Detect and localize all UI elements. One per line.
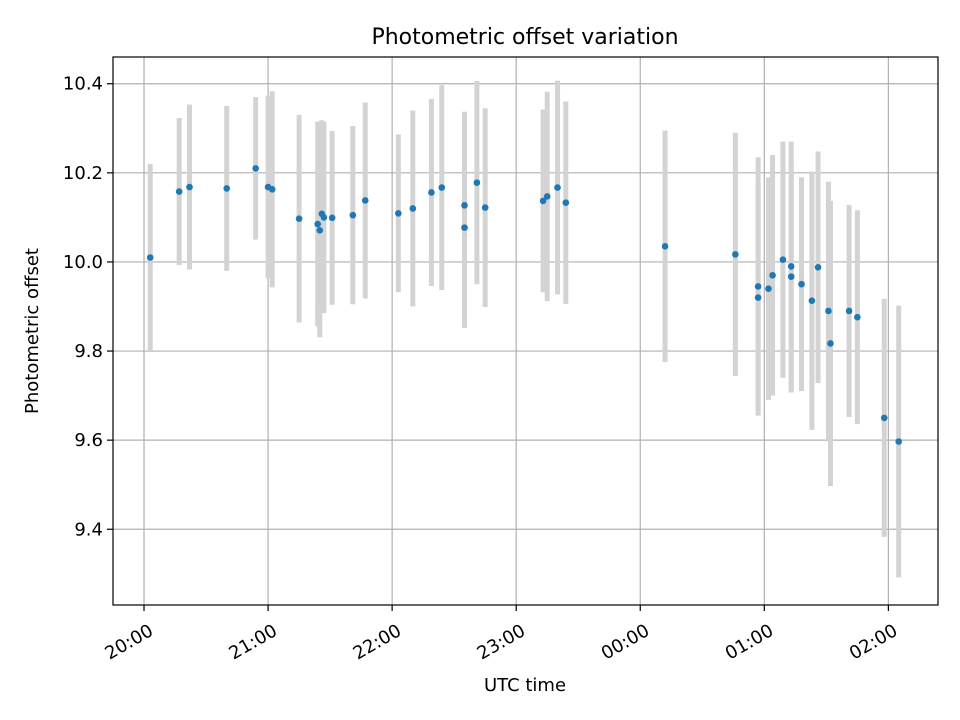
y-tick-label: 10.4 (63, 74, 103, 95)
data-point (769, 272, 776, 279)
data-point (554, 184, 561, 191)
data-point (328, 214, 336, 222)
data-point (825, 307, 832, 315)
data-point (732, 251, 739, 258)
data-point (361, 197, 369, 204)
data-point (428, 189, 435, 196)
data-point (779, 256, 787, 264)
data-point (268, 186, 276, 193)
data-point (798, 280, 805, 288)
data-point (320, 214, 328, 221)
data-point (787, 263, 795, 270)
y-axis: 9.4 9.6 9.8 10.0 10.2 10.4 (63, 74, 113, 540)
data-point (539, 197, 547, 205)
data-point (314, 220, 321, 228)
y-tick-label: 9.4 (74, 519, 103, 540)
data-point (395, 210, 402, 217)
chart-title: Photometric offset variation (371, 25, 678, 50)
y-axis-label: Photometric offset (22, 248, 43, 414)
data-point (473, 179, 481, 186)
data-point (895, 438, 903, 445)
data-point (295, 215, 303, 223)
data-point (461, 202, 468, 209)
y-tick-label: 9.8 (74, 341, 103, 362)
data-point (146, 254, 154, 261)
y-tick-label: 10.2 (63, 163, 103, 184)
data-point (461, 224, 468, 231)
data-point (787, 273, 795, 280)
data-point (754, 294, 762, 301)
data-point (175, 188, 183, 195)
y-tick-label: 9.6 (74, 430, 103, 451)
data-point (765, 285, 772, 292)
data-point (827, 340, 834, 347)
data-point (186, 183, 193, 191)
data-point (754, 283, 762, 290)
data-points (146, 165, 903, 445)
data-point (409, 205, 417, 212)
data-point (316, 227, 324, 234)
data-point (543, 193, 551, 200)
data-point (880, 414, 888, 422)
plot-frame (112, 56, 939, 606)
data-point (252, 165, 259, 172)
data-point (562, 199, 570, 206)
data-point (481, 204, 489, 211)
data-point (661, 243, 669, 250)
data-point (854, 313, 861, 321)
x-axis-label: UTC time (484, 675, 566, 696)
data-point (349, 211, 357, 219)
data-point (223, 185, 231, 192)
data-point (808, 297, 816, 305)
data-point (845, 307, 853, 315)
data-point (438, 184, 446, 191)
data-point (814, 263, 822, 271)
y-tick-label: 10.0 (63, 252, 103, 273)
